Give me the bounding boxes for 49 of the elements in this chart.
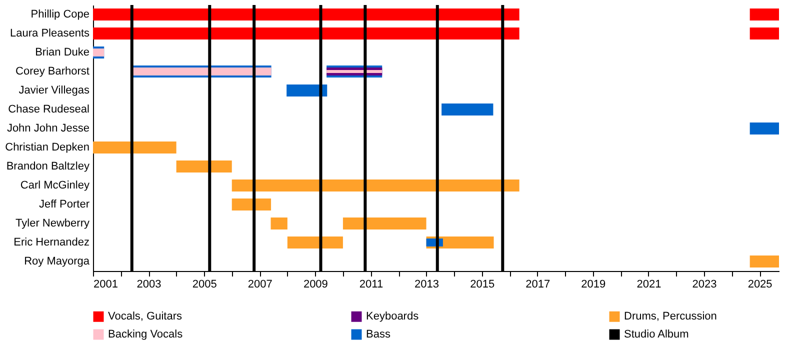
y-tick-label: Carl McGinley [20,180,90,192]
x-tick-label: 2001 [94,278,118,290]
y-tick-label: Brian Duke [35,46,90,58]
bar [750,122,779,134]
bar [750,8,779,20]
bar [176,160,232,172]
x-tick-label: 2021 [636,278,662,290]
bar [93,142,176,154]
y-tick-label: Javier Villegas [18,84,90,96]
bar [286,84,328,96]
y-tick-label: Tyler Newberry [16,218,90,230]
legend-label: Drums, Percussion [624,310,717,323]
x-tick-label: 2003 [136,278,162,290]
y-tick-label: Laura Pleasents [10,28,90,40]
x-tick-label: 2009 [303,278,328,290]
x-tick-label: 2019 [581,278,606,290]
bar [232,198,272,210]
x-tick-label: 2015 [470,278,495,290]
bar [750,256,779,268]
x-tick-label: 2017 [526,278,550,290]
y-tick-label: Jeff Porter [38,198,90,210]
y-tick-label: Phillip Cope [30,8,90,20]
x-tick-label: 2011 [359,278,384,290]
bar [750,28,779,40]
bar [326,70,382,73]
legend-label: Bass [366,328,391,340]
y-tick-label: Roy Mayorga [24,256,90,268]
x-tick-label: 2025 [748,278,772,290]
y-tick-label: Corey Barhorst [16,66,90,78]
y-tick-label: John John Jesse [6,122,90,134]
x-tick-label: 2007 [248,278,272,290]
bar [270,218,288,230]
bar [442,104,494,116]
bar [93,8,520,20]
y-tick-label: Chase Rudeseal [8,104,90,116]
legend-label: Vocals, Guitars [108,310,182,323]
y-tick-label: Brandon Baltzley [6,160,90,172]
x-tick-label: 2005 [192,278,217,290]
legend-label: Keyboards [366,310,420,323]
bar [287,236,343,248]
y-tick-label: Eric Hernandez [14,236,90,248]
bar [232,180,520,192]
x-tick-label: 2013 [414,278,440,290]
bar [93,28,520,40]
x-tick-label: 2023 [692,278,717,290]
legend-label: Studio Album [624,328,689,340]
bar [342,218,426,230]
legend-label: Backing Vocals [108,328,184,340]
y-tick-label: Christian Depken [5,142,90,154]
